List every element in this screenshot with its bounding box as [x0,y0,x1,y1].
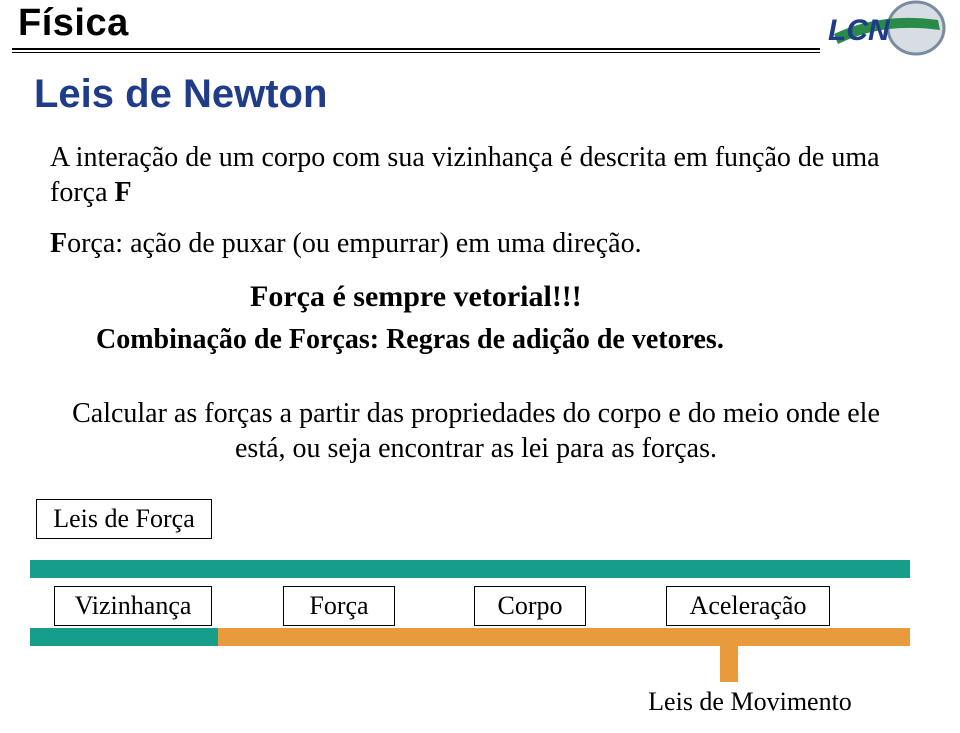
flow-bar-orange-right [464,628,910,646]
paragraph-vectorial: Força é sempre vetorial!!! [250,278,582,316]
flow-bar-teal-left [30,628,218,646]
box-forca: Força [283,586,395,626]
lcn-logo: LCN [820,0,950,56]
p1-force-symbol: F [115,177,132,208]
slide-section-title: Leis de Newton [34,72,327,117]
paragraph-interaction: A interação de um corpo com sua vizinhan… [50,140,890,210]
paragraph-combination: Combinação de Forças: Regras de adição d… [96,322,724,357]
flow-bar-teal-main [30,560,910,578]
box-corpo: Corpo [474,586,586,626]
svg-text:LCN: LCN [828,14,891,47]
box-leis-de-movimento: Leis de Movimento [622,682,878,722]
p1-text: A interação de um corpo com sua vizinhan… [50,142,880,208]
box-leis-de-forca: Leis de Força [36,499,212,539]
p2-rest: orça: ação de puxar (ou empurrar) em uma… [67,228,641,259]
header-rule-thin [12,52,820,53]
box-aceleracao: Aceleração [666,586,830,626]
header-rule-thick [12,48,820,50]
p2-lead-F: F [50,228,67,259]
page-subject-title: Física [18,2,129,45]
paragraph-force-def: Força: ação de puxar (ou empurrar) em um… [50,226,890,261]
box-vizinhanca: Vizinhança [54,586,212,626]
paragraph-calc: Calcular as forças a partir das propried… [56,396,896,466]
slide-page: { "header": { "subject": "Física", "subj… [0,0,960,733]
flow-bar-orange-vertical [720,646,738,682]
flow-bar-orange-mid [218,628,464,646]
